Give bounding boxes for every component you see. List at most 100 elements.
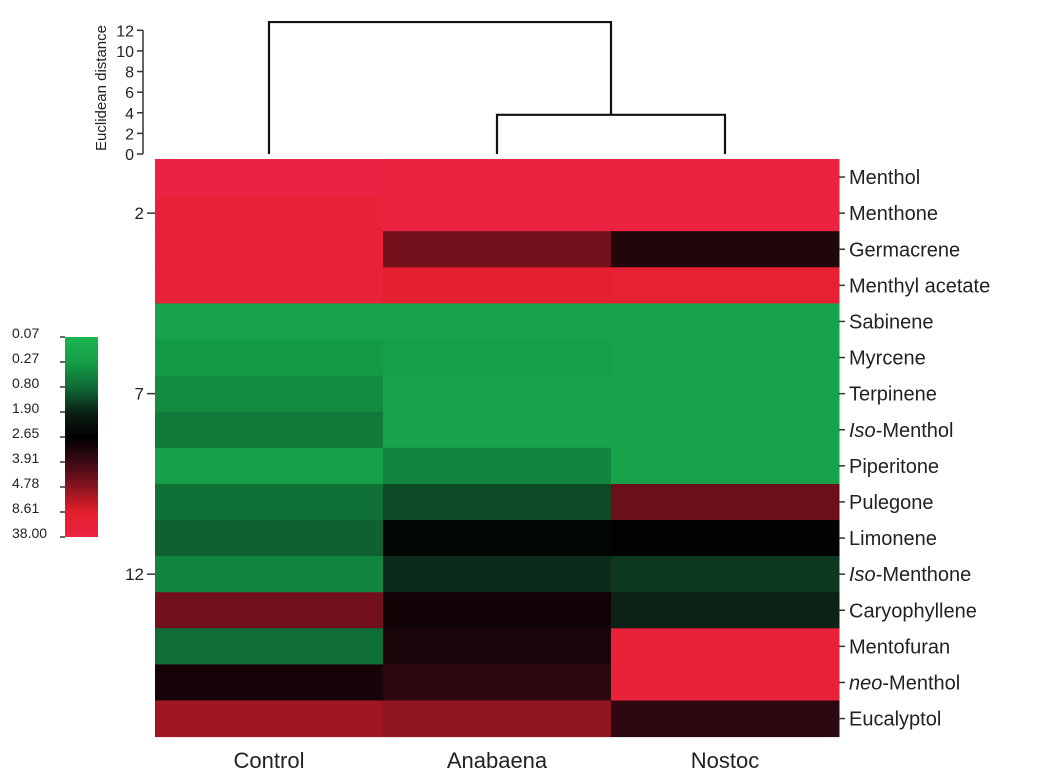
row-label-text: -Menthol [882, 672, 960, 694]
column-labels: Control Anabaena Nostoc [234, 748, 760, 773]
dendrogram-y-label: Euclidean distance [93, 25, 110, 151]
heatmap-cell [611, 267, 840, 304]
row-label-text: -Menthol [876, 420, 954, 442]
dendrogram-axis: 0 2 4 6 8 10 12 [116, 23, 144, 164]
heatmap-cell [383, 195, 612, 232]
left-tick-label: 12 [125, 565, 144, 584]
heatmap-cell [155, 303, 384, 340]
row-label-text: Myrcene [849, 348, 926, 370]
heatmap-cell [155, 520, 384, 557]
heatmap-cell [155, 375, 384, 413]
row-label: Germacrene [849, 239, 960, 261]
heatmap-cell [611, 628, 840, 665]
color-scale-label: 2.65 [12, 425, 39, 441]
heatmap-cell [383, 664, 612, 701]
row-label: neo-Menthol [849, 672, 960, 694]
row-label: Pulegone [849, 492, 934, 514]
heatmap-cell [383, 700, 612, 738]
row-label-text: Pulegone [849, 492, 934, 514]
heatmap-cell [383, 556, 612, 593]
row-label: Iso-Menthone [849, 564, 971, 586]
row-label-text: Eucalyptol [849, 709, 941, 731]
color-scale-label: 3.91 [12, 450, 39, 466]
color-scale-label: 0.07 [12, 325, 39, 341]
heatmap-cell [383, 339, 612, 377]
row-label-text: Terpinene [849, 384, 937, 406]
row-label-italic-part: neo [849, 672, 882, 694]
row-label: Iso-Menthol [849, 420, 954, 442]
row-label: Caryophyllene [849, 600, 977, 622]
row-label: Mentofuran [849, 636, 950, 658]
heatmap-cell [383, 375, 612, 413]
heatmap-cell [611, 339, 840, 377]
heatmap-cell [611, 231, 840, 268]
heatmap-cell [155, 339, 384, 377]
row-label-text: Sabinene [849, 311, 934, 333]
row-label: Sabinene [849, 311, 934, 333]
dendrogram-tick-label: 10 [116, 44, 134, 61]
dendrogram-tick-label: 8 [125, 65, 134, 82]
heatmap-cell [611, 195, 840, 232]
row-label: Menthone [849, 203, 938, 225]
dendrogram-tick-label: 0 [125, 147, 134, 164]
heatmap-cell [155, 231, 384, 268]
row-label: Limonene [849, 528, 937, 550]
dendrogram-tick-label: 6 [125, 85, 134, 102]
row-label-text: Mentofuran [849, 636, 950, 658]
dendrogram-tree [267, 20, 727, 154]
row-label-italic-part: Iso [849, 564, 876, 586]
left-row-ticks: 2 7 12 [125, 204, 155, 584]
left-tick-label: 2 [135, 204, 144, 223]
column-label: Anabaena [447, 748, 548, 773]
row-label-text: Menthyl acetate [849, 275, 990, 297]
row-label: Menthyl acetate [849, 275, 990, 297]
row-label: Myrcene [849, 348, 926, 370]
dendrogram-tick-label: 2 [125, 126, 134, 143]
heatmap-cell [155, 483, 384, 521]
heatmap-cell [155, 664, 384, 701]
row-label-text: Menthone [849, 203, 938, 225]
row-label-text: Limonene [849, 528, 937, 550]
dendrogram-branch [267, 20, 613, 154]
heatmap-cell [611, 375, 840, 413]
heatmap-cell [383, 592, 612, 629]
heatmap-cell [383, 520, 612, 557]
heatmap-cell [611, 700, 840, 738]
heatmap-cell [383, 159, 612, 196]
dendrogram-branch [495, 113, 727, 154]
heatmap-cell [383, 447, 612, 485]
heatmap-cell [155, 628, 384, 665]
heatmap-cell [611, 664, 840, 701]
heatmap-cell [383, 267, 612, 304]
color-scale-label: 0.27 [12, 350, 39, 366]
row-labels: Menthol Menthone Germacrene Menthyl acetate… [839, 167, 990, 731]
heatmap-cell [611, 483, 840, 521]
heatmap-cell [611, 447, 840, 485]
row-label-text: -Menthone [876, 564, 972, 586]
row-label-text: Piperitone [849, 456, 939, 478]
heatmap-cell [383, 231, 612, 268]
heatmap-cell [155, 592, 384, 629]
heatmap-cell [155, 447, 384, 485]
heatmap-cell [611, 411, 840, 449]
heatmap-cell [383, 483, 612, 521]
row-label-text: Caryophyllene [849, 600, 977, 622]
row-label-italic-part: Iso [849, 420, 876, 442]
row-label-text: Germacrene [849, 239, 960, 261]
heatmap-cell [155, 195, 384, 232]
heatmap-cells [155, 159, 840, 738]
heatmap-cell [383, 303, 612, 340]
color-scale-label: 0.80 [12, 375, 39, 391]
row-label: Eucalyptol [849, 709, 941, 731]
color-scale-label: 1.90 [12, 400, 39, 416]
heatmap-cell [155, 700, 384, 738]
color-scale-label: 4.78 [12, 475, 39, 491]
heatmap-cell [155, 556, 384, 593]
heatmap-cell [611, 520, 840, 557]
heatmap-cell [383, 411, 612, 449]
heatmap-cell [611, 303, 840, 340]
heatmap-cell [383, 628, 612, 665]
column-label: Control [234, 748, 305, 773]
row-label: Terpinene [849, 384, 937, 406]
